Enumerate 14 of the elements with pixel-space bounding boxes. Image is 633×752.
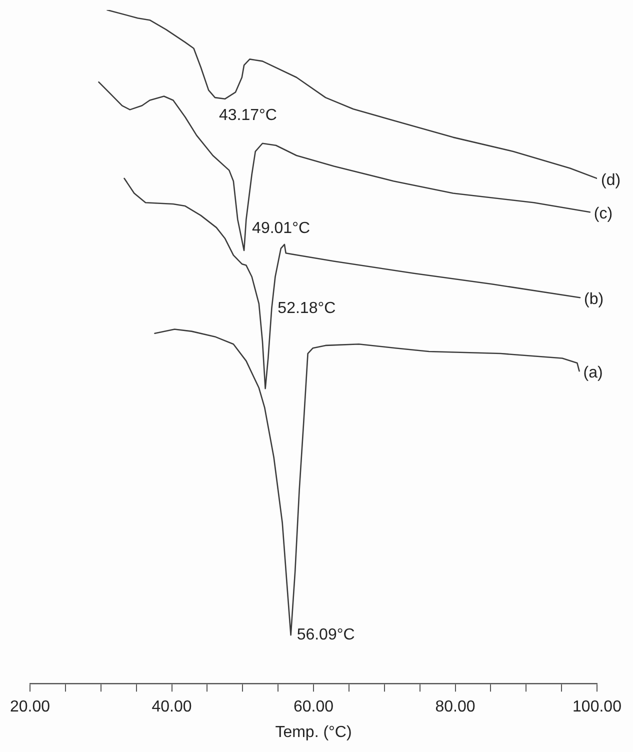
series-label: (d) (601, 172, 621, 189)
annotation: 56.09°C (296, 626, 355, 644)
x-tick-label: 80.00 (435, 698, 476, 716)
series-label: (a) (583, 364, 603, 382)
annotation: 43.17°C (218, 106, 277, 124)
annotation: 52.18°C (278, 300, 336, 317)
x-tick-label: 40.00 (152, 698, 192, 716)
x-axis-title: Temp. (°C) (275, 724, 352, 741)
x-tick-label: 100.00 (572, 698, 622, 716)
annotation: 49.01°C (252, 220, 310, 237)
x-tick-label: 20.00 (10, 698, 50, 716)
series-label: (b) (584, 291, 604, 308)
x-tick-label: 60.00 (293, 698, 334, 716)
series-label: (c) (594, 205, 613, 222)
